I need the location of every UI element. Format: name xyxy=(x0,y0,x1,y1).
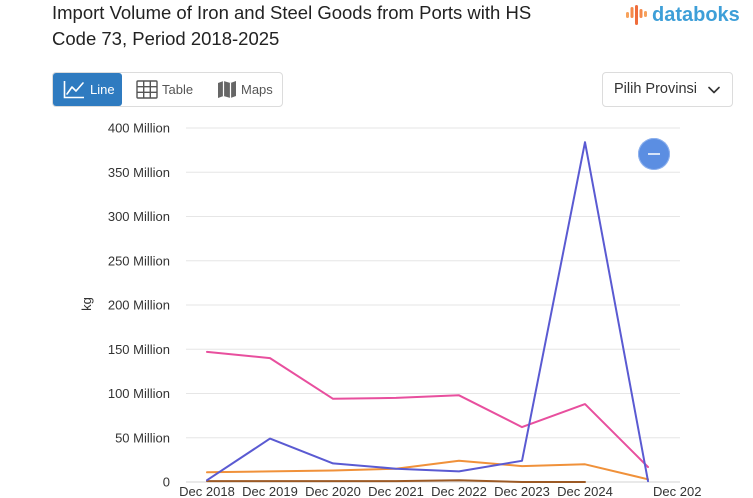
x-tick-label: Dec 2021 xyxy=(368,484,424,498)
view-tabs: Line Table Maps xyxy=(52,72,283,107)
x-tick-label: Dec 202 xyxy=(653,484,701,498)
logo-text: databoks xyxy=(652,4,740,26)
line-chart-icon xyxy=(63,81,84,99)
chart-options-button[interactable] xyxy=(638,138,670,170)
y-tick-label: 300 Million xyxy=(108,209,170,224)
series-3 xyxy=(206,350,649,468)
databoks-logo-icon xyxy=(626,5,647,25)
province-select-value: Pilih Provinsi xyxy=(614,81,697,97)
tab-line-label: Line xyxy=(90,82,115,97)
tab-table-label: Table xyxy=(162,82,194,97)
series-line[interactable] xyxy=(206,479,586,483)
tab-table[interactable]: Table xyxy=(122,73,203,106)
y-tick-label: 250 Million xyxy=(108,253,170,268)
y-tick-label: 400 Million xyxy=(108,121,170,136)
table-icon xyxy=(136,80,158,99)
series-line[interactable] xyxy=(206,350,649,468)
chevron-down-icon xyxy=(708,86,720,94)
y-tick-label: 100 Million xyxy=(108,386,170,401)
x-axis-tick-labels: Dec 2018 Dec 2019 Dec 2020 Dec 2021 Dec 2022… xyxy=(179,484,701,498)
databoks-logo: databoks xyxy=(625,3,740,27)
gridlines xyxy=(186,127,680,483)
chart-title: Import Volume of Iron and Steel Goods fr… xyxy=(52,2,532,49)
tab-line[interactable]: Line xyxy=(53,73,122,106)
province-select[interactable]: Pilih Provinsi xyxy=(602,72,733,107)
tab-maps-label: Maps xyxy=(241,82,273,97)
series-1 xyxy=(206,479,586,483)
x-tick-label: Dec 2020 xyxy=(305,484,361,498)
x-tick-label: Dec 2018 xyxy=(179,484,235,498)
map-icon xyxy=(218,81,236,98)
series-group xyxy=(206,141,649,483)
series-4 xyxy=(206,141,649,483)
series-line[interactable] xyxy=(206,141,649,483)
y-tick-label: 50 Million xyxy=(115,430,170,445)
minus-icon xyxy=(648,153,660,155)
x-tick-label: Dec 2024 xyxy=(557,484,613,498)
y-tick-label: 350 Million xyxy=(108,165,170,180)
y-axis-tick-labels: 0 50 Million 100 Million 150 Million 200 Mil… xyxy=(108,121,170,490)
y-axis-label: kg xyxy=(79,297,94,311)
y-tick-label: 150 Million xyxy=(108,342,170,357)
x-tick-label: Dec 2023 xyxy=(494,484,550,498)
tab-maps[interactable]: Maps xyxy=(203,73,282,106)
series-2 xyxy=(206,459,649,481)
x-tick-label: Dec 2019 xyxy=(242,484,298,498)
y-tick-label: 0 xyxy=(163,475,170,490)
series-line[interactable] xyxy=(206,459,649,481)
y-tick-label: 200 Million xyxy=(108,298,170,313)
x-tick-label: Dec 2022 xyxy=(431,484,487,498)
